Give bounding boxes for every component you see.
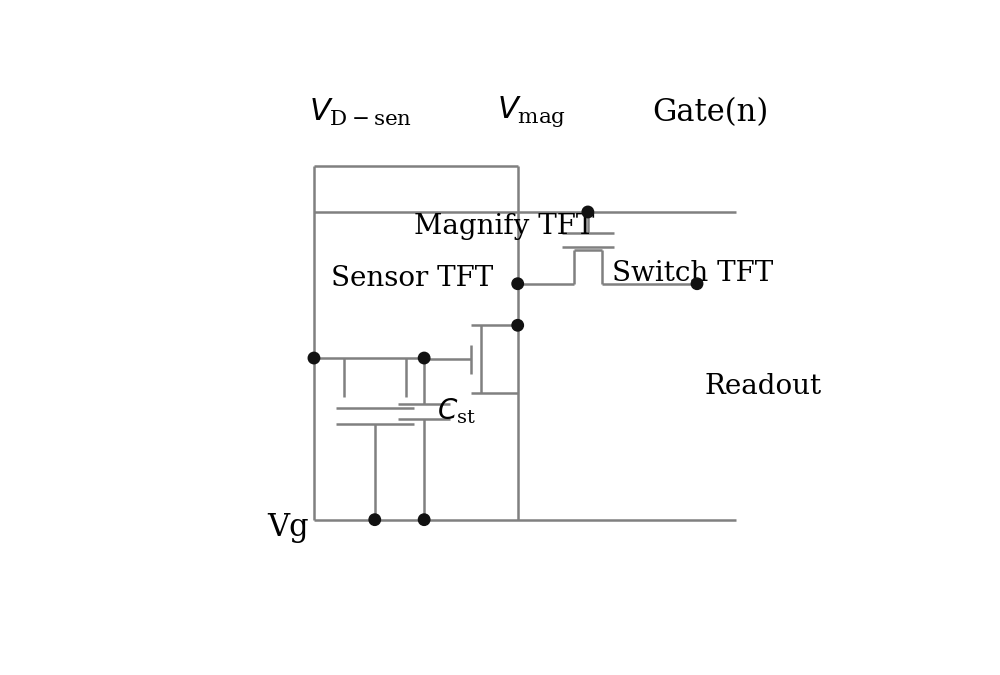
Circle shape [418, 514, 430, 525]
Text: $V_{\mathregular{mag}}$: $V_{\mathregular{mag}}$ [497, 95, 566, 130]
Text: $C_{\mathregular{st}}$: $C_{\mathregular{st}}$ [437, 397, 476, 427]
Circle shape [308, 352, 320, 364]
Text: Gate(n): Gate(n) [652, 97, 768, 128]
Circle shape [582, 207, 594, 218]
Text: Readout: Readout [705, 373, 822, 400]
Circle shape [369, 514, 380, 525]
Text: Vg: Vg [267, 512, 309, 543]
Text: Switch TFT: Switch TFT [612, 260, 774, 287]
Text: $V_{\mathregular{D-sen}}$: $V_{\mathregular{D-sen}}$ [309, 97, 412, 128]
Circle shape [512, 319, 523, 331]
Text: Sensor TFT: Sensor TFT [331, 265, 493, 292]
Circle shape [691, 278, 703, 290]
Circle shape [512, 278, 523, 290]
Text: Magnify TFT: Magnify TFT [414, 213, 594, 240]
Circle shape [418, 352, 430, 364]
